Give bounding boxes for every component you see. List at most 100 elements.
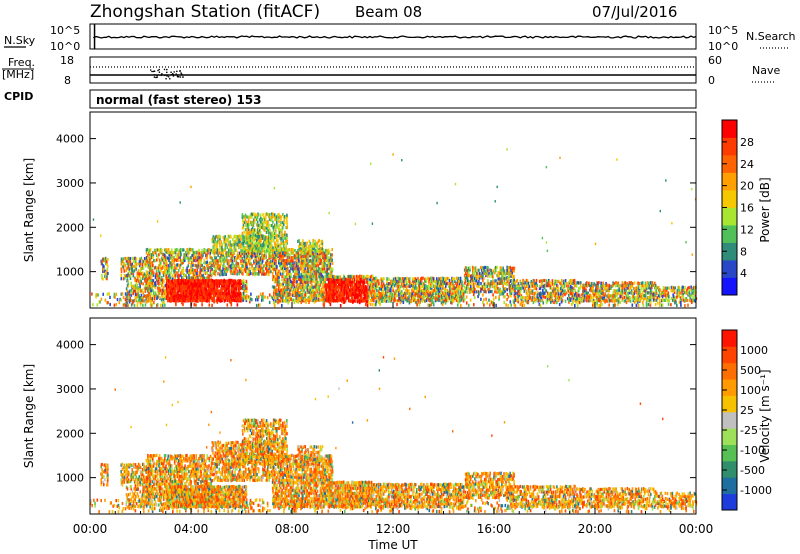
heatmap-cell	[228, 235, 230, 239]
heatmap-cell	[207, 266, 209, 270]
heatmap-cell	[285, 269, 287, 273]
heatmap-cell	[262, 226, 264, 230]
heatmap-cell	[180, 271, 182, 275]
heatmap-cell	[207, 289, 209, 293]
heatmap-cell	[170, 271, 172, 275]
heatmap-cell	[435, 286, 438, 290]
heatmap-cell	[156, 274, 158, 278]
heatmap-cell	[445, 279, 448, 283]
heatmap-cell	[325, 255, 328, 259]
heatmap-cell	[256, 234, 258, 239]
heatmap-cell	[461, 279, 463, 283]
heatmap-cell	[174, 248, 176, 252]
heatmap-cell	[237, 254, 239, 258]
heatmap-cell	[215, 269, 217, 273]
heatmap-cell	[272, 257, 274, 261]
heatmap-cell	[292, 269, 294, 273]
heatmap-cell	[357, 290, 360, 295]
heatmap-cell	[332, 282, 335, 286]
heatmap-cell	[194, 299, 196, 303]
heatmap-cell	[201, 279, 203, 283]
heatmap-cell	[500, 279, 502, 284]
heatmap-cell	[338, 285, 341, 289]
heatmap-cell	[254, 233, 257, 237]
heatmap-cell	[264, 264, 266, 268]
heatmap-cell	[298, 272, 300, 276]
heatmap-cell	[314, 242, 316, 246]
heatmap-cell	[144, 260, 147, 264]
heatmap-cell	[262, 221, 265, 225]
heatmap-cell	[477, 281, 479, 286]
heatmap-cell	[200, 264, 202, 268]
heatmap-cell	[230, 251, 232, 255]
heatmap-cell	[147, 256, 150, 260]
heatmap-cell	[225, 281, 228, 285]
heatmap-cell	[142, 266, 145, 270]
heatmap-cell	[290, 272, 292, 277]
heatmap-cell	[219, 281, 222, 285]
heatmap-cell	[132, 274, 135, 278]
heatmap-cell	[284, 286, 286, 290]
heatmap-cell	[307, 261, 310, 265]
heatmap-cell	[215, 261, 218, 265]
heatmap-cell	[146, 275, 148, 280]
heatmap-cell	[254, 213, 257, 217]
heatmap-cell	[403, 282, 405, 286]
heatmap-cell	[125, 267, 128, 271]
heatmap-cell	[165, 258, 167, 262]
heatmap-cell	[249, 236, 252, 240]
heatmap-cell	[394, 284, 396, 288]
heatmap-cell	[253, 246, 256, 250]
heatmap-cell	[285, 233, 287, 237]
nave-dip-point	[149, 69, 152, 71]
heatmap-cell	[303, 275, 306, 279]
heatmap-cell	[310, 274, 312, 279]
heatmap-cell	[147, 261, 150, 265]
heatmap-cell	[203, 288, 205, 293]
noise-right-tick-bottom: 10^0	[708, 40, 738, 53]
freq-label: Freq.	[8, 56, 35, 69]
heatmap-cell	[274, 296, 276, 300]
heatmap-cell	[273, 275, 275, 279]
heatmap-cell	[277, 241, 279, 245]
heatmap-cell	[261, 269, 263, 273]
heatmap-cell	[458, 284, 461, 288]
heatmap-cell	[312, 262, 315, 266]
heatmap-cell	[263, 216, 265, 220]
heatmap-cell	[209, 251, 211, 255]
heatmap-cell	[135, 262, 138, 266]
heatmap-cell	[359, 274, 361, 278]
heatmap-cell	[242, 238, 245, 242]
heatmap-cell	[223, 262, 225, 266]
heatmap-cell	[141, 262, 144, 266]
heatmap-cell	[382, 282, 385, 286]
heatmap-cell	[226, 269, 228, 273]
heatmap-cell	[173, 269, 175, 273]
heatmap-cell	[282, 241, 284, 246]
heatmap-cell	[454, 279, 456, 283]
heatmap-cell	[245, 263, 247, 268]
heatmap-cell	[245, 269, 247, 274]
heatmap-cell	[157, 281, 159, 285]
heatmap-cell	[326, 293, 329, 297]
heatmap-cell	[245, 279, 248, 283]
heatmap-cell	[398, 277, 400, 281]
heatmap-cell	[266, 270, 268, 274]
heatmap-cell	[219, 256, 221, 260]
heatmap-cell	[280, 254, 282, 258]
station-title: Zhongshan Station (fitACF)	[90, 2, 320, 22]
heatmap-cell	[304, 277, 306, 281]
heatmap-cell	[155, 251, 157, 255]
heatmap-cell	[146, 264, 149, 268]
heatmap-cell	[258, 269, 260, 273]
heatmap-cell	[212, 261, 215, 265]
heatmap-cell	[218, 258, 221, 262]
heatmap-cell	[309, 275, 311, 279]
heatmap-cell	[331, 261, 334, 266]
heatmap-cell	[146, 287, 149, 291]
heatmap-cell	[390, 281, 393, 285]
heatmap-cell	[305, 250, 308, 254]
heatmap-cell	[134, 289, 136, 293]
heatmap-cell	[222, 291, 224, 296]
heatmap-cell	[298, 244, 300, 249]
